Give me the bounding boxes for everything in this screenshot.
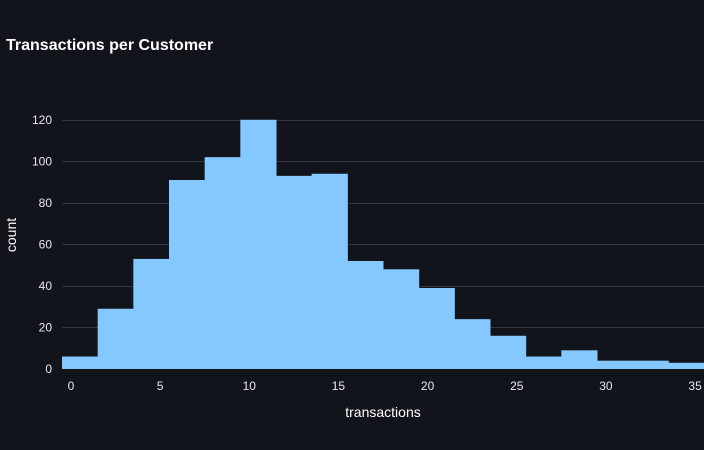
chart-title: Transactions per Customer	[6, 37, 213, 54]
histogram-bar	[169, 180, 206, 369]
histogram-bar	[454, 319, 491, 369]
x-tick-label: 20	[421, 379, 435, 393]
histogram-bar	[204, 157, 241, 369]
x-axis-label: transactions	[345, 404, 420, 420]
y-tick-label: 100	[32, 154, 52, 168]
x-tick-label: 15	[332, 379, 346, 393]
histogram-bar	[490, 335, 527, 369]
y-axis-ticks: 0 20 40 60 80 100 120	[32, 113, 52, 376]
y-axis-label: count	[3, 218, 19, 252]
histogram-bar	[668, 362, 704, 369]
y-tick-label: 60	[39, 237, 53, 251]
x-tick-label: 25	[510, 379, 524, 393]
x-tick-label: 35	[688, 379, 702, 393]
histogram-bar	[597, 360, 634, 369]
histogram-bars	[62, 119, 704, 370]
histogram-bar	[632, 360, 669, 369]
histogram-bar	[561, 350, 598, 369]
y-tick-label: 120	[32, 113, 52, 127]
histogram-bar	[133, 258, 170, 369]
x-axis-ticks: 0 5 10 15 20 25 30 35	[68, 379, 703, 393]
histogram-bar	[383, 269, 420, 369]
y-tick-label: 20	[39, 320, 53, 334]
histogram-bar	[311, 173, 348, 369]
histogram-bar	[62, 356, 99, 369]
histogram-bar	[347, 261, 384, 369]
histogram-bar	[418, 288, 455, 369]
histogram-bar	[240, 119, 277, 370]
x-tick-label: 30	[599, 379, 613, 393]
histogram-bar	[276, 175, 313, 369]
y-tick-label: 80	[39, 196, 53, 210]
y-tick-label: 0	[45, 362, 52, 376]
y-tick-label: 40	[39, 279, 53, 293]
x-tick-label: 5	[157, 379, 164, 393]
x-tick-label: 10	[243, 379, 257, 393]
histogram-bar	[97, 308, 134, 369]
x-tick-label: 0	[68, 379, 75, 393]
histogram-bar	[525, 356, 562, 369]
